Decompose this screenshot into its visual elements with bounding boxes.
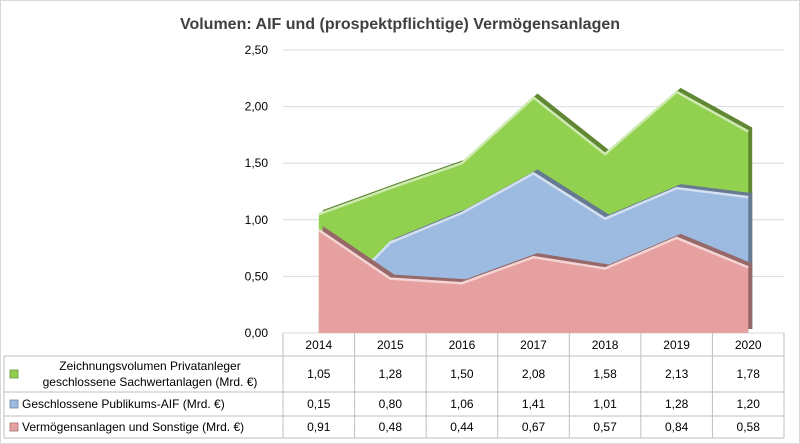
data-label: 2,13 — [665, 367, 689, 381]
data-label: 1,01 — [593, 397, 617, 411]
data-label: 0,84 — [665, 420, 689, 434]
data-label: 0,48 — [379, 420, 403, 434]
data-label: 1,58 — [593, 367, 617, 381]
area-series — [318, 225, 753, 333]
data-label: 1,41 — [522, 397, 546, 411]
data-label: 1,20 — [737, 397, 761, 411]
data-label: 0,67 — [522, 420, 546, 434]
data-label: 1,50 — [450, 367, 474, 381]
legend-label: Geschlossene Publikums-AIF (Mrd. €) — [22, 397, 225, 411]
legend-label: geschlossene Sachwertanlagen (Mrd. €) — [43, 375, 258, 389]
data-label: 1,06 — [450, 397, 474, 411]
x-tick-label: 2014 — [305, 338, 332, 352]
y-tick-label: 1,00 — [245, 213, 269, 227]
data-label: 0,44 — [450, 420, 474, 434]
legend-key — [9, 422, 19, 432]
data-label: 1,28 — [379, 367, 403, 381]
y-tick-label: 0,50 — [245, 269, 269, 283]
x-tick-label: 2020 — [735, 338, 762, 352]
data-label: 1,28 — [665, 397, 689, 411]
data-label: 0,57 — [593, 420, 617, 434]
data-label: 0,15 — [307, 397, 331, 411]
y-tick-label: 1,50 — [245, 156, 269, 170]
x-tick-label: 2018 — [592, 338, 619, 352]
data-label: 1,05 — [307, 367, 331, 381]
data-label: 0,91 — [307, 420, 331, 434]
legend-key — [9, 399, 19, 409]
area-fill — [318, 229, 749, 333]
data-label: 1,78 — [737, 367, 761, 381]
data-label: 0,58 — [737, 420, 761, 434]
data-label: 0,80 — [379, 397, 403, 411]
x-tick-label: 2017 — [520, 338, 547, 352]
legend-label: Zeichnungsvolumen Privatanleger — [59, 359, 240, 373]
x-tick-label: 2015 — [377, 338, 404, 352]
legend-key — [9, 369, 19, 379]
x-tick-label: 2019 — [663, 338, 690, 352]
legend-label: Vermögensanlagen und Sonstige (Mrd. €) — [22, 420, 244, 434]
data-label: 2,08 — [522, 367, 546, 381]
chart-title: Volumen: AIF und (prospektpflichtige) Ve… — [179, 16, 621, 33]
y-tick-label: 0,00 — [245, 326, 269, 340]
y-tick-label: 2,00 — [245, 100, 269, 114]
y-tick-label: 2,50 — [245, 43, 269, 57]
x-tick-label: 2016 — [449, 338, 476, 352]
